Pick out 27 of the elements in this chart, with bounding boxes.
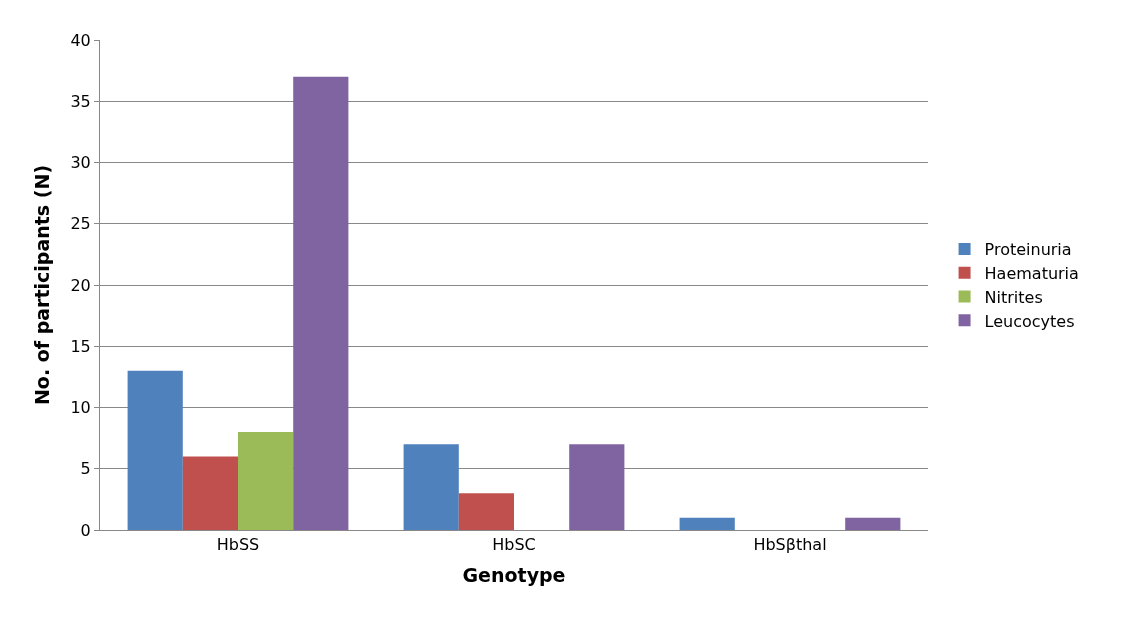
bar <box>458 493 514 530</box>
y-tick-label: 15 <box>70 336 91 356</box>
x-tick-label: HbSC <box>492 535 536 555</box>
bar <box>679 517 735 530</box>
y-tick-label: 0 <box>80 520 91 540</box>
y-axis-title: No. of participants (N) <box>31 164 54 406</box>
x-axis-title: Genotype <box>462 564 566 586</box>
bar <box>403 444 459 530</box>
bar <box>845 517 901 530</box>
x-tick-label: HbSS <box>216 535 260 555</box>
bar <box>293 76 349 530</box>
y-tick-label: 5 <box>80 459 91 479</box>
y-tick-label: 40 <box>70 30 91 50</box>
y-tick-label: 20 <box>70 275 91 295</box>
legend-label: Nitrites <box>984 287 1043 307</box>
bar <box>569 444 625 530</box>
legend-label: Proteinuria <box>984 240 1072 260</box>
y-tick-label: 25 <box>70 214 91 234</box>
bar <box>127 370 183 530</box>
legend-label: Haematuria <box>984 263 1079 283</box>
bar <box>182 456 238 530</box>
y-tick-label: 35 <box>70 91 91 111</box>
y-tick-label: 30 <box>70 153 91 173</box>
y-tick-label: 10 <box>70 398 91 418</box>
x-tick-label: HbSβthal <box>753 535 827 555</box>
bar <box>238 432 294 530</box>
legend-label: Leucocytes <box>984 311 1075 331</box>
